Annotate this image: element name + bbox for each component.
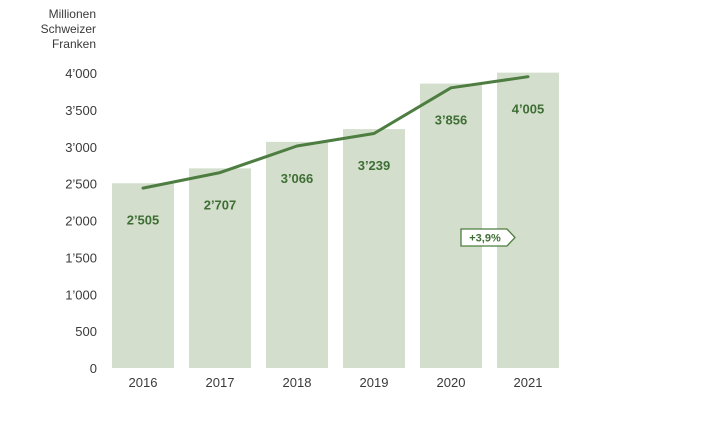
- y-tick-label: 2’500: [65, 177, 97, 192]
- x-tick-label: 2019: [360, 375, 389, 390]
- y-axis-ticks: 0 500 1’000 1’500 2’000 2’500 3’000 3’500 4’000: [65, 66, 97, 376]
- y-tick-label: 500: [75, 324, 97, 339]
- x-tick-label: 2018: [283, 375, 312, 390]
- x-tick-label: 2020: [437, 375, 466, 390]
- y-tick-label: 2’000: [65, 214, 97, 229]
- trend-line-layer: [141, 75, 530, 190]
- bars: [112, 72, 559, 369]
- x-axis-ticks: 2016 2017 2018 2019 2020 2021: [129, 375, 543, 390]
- bar-2017: [189, 168, 251, 368]
- data-label-2021: 4’005: [512, 102, 545, 117]
- bar-2021: [497, 72, 559, 368]
- x-tick-label: 2016: [129, 375, 158, 390]
- y-tick-label: 0: [90, 361, 97, 376]
- y-tick-label: 1’500: [65, 250, 97, 265]
- trend-line: [141, 75, 530, 190]
- y-axis-title: Millionen Schweizer Franken: [41, 7, 96, 51]
- data-label-2019: 3’239: [358, 158, 391, 173]
- bar-2019: [343, 129, 405, 368]
- y-axis-title-line-1: Millionen: [49, 7, 96, 21]
- growth-annotation: +3,9%: [460, 228, 516, 247]
- data-labels: 2’505 2’707 3’066 3’239 3’856 4’005: [127, 102, 545, 228]
- data-label-2020: 3’856: [435, 113, 468, 128]
- y-tick-label: 3’500: [65, 103, 97, 118]
- y-axis-title-line-2: Schweizer: [41, 22, 96, 36]
- bar-2018: [266, 141, 328, 368]
- y-tick-label: 1’000: [65, 287, 97, 302]
- data-label-2018: 3’066: [281, 171, 314, 186]
- y-tick-label: 4’000: [65, 66, 97, 81]
- x-tick-label: 2017: [206, 375, 235, 390]
- y-tick-label: 3’000: [65, 140, 97, 155]
- data-label-2017: 2’707: [204, 197, 237, 212]
- y-axis-title-line-3: Franken: [52, 37, 96, 51]
- bar-2016: [112, 183, 174, 368]
- data-label-2016: 2’505: [127, 212, 160, 227]
- growth-badge-shape: [460, 228, 516, 247]
- bar-2020: [420, 83, 482, 369]
- x-tick-label: 2021: [514, 375, 543, 390]
- growth-badge-text: +3,9%: [469, 233, 501, 245]
